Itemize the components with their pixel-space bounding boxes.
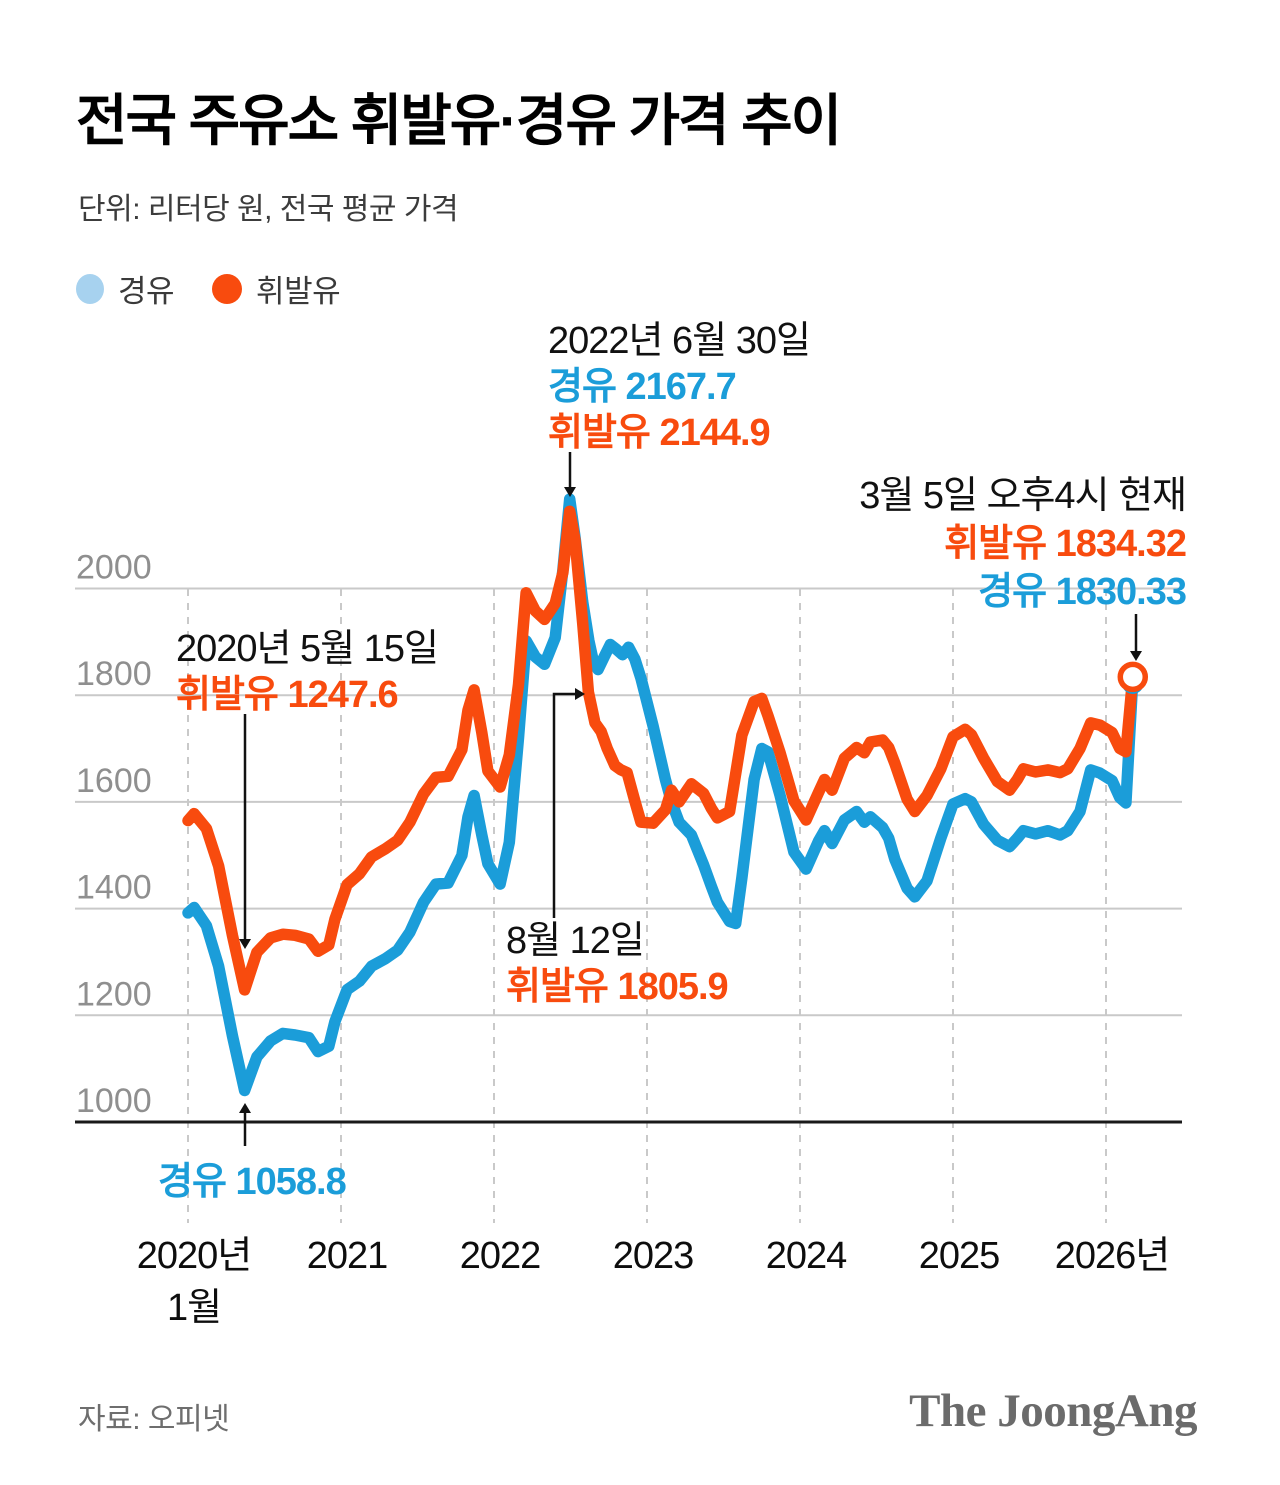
annotation-2022-peak-diesel-value: 경유 2167.7 — [548, 366, 737, 408]
y-axis-label: 1200 — [76, 975, 152, 1013]
source-credit: 자료: 오피넷 — [78, 1403, 230, 1436]
diesel-legend-label: 경유 — [118, 274, 175, 309]
annotation-current-gasoline-value: 휘발유 1834.32 — [944, 523, 1187, 565]
annotation-current-date: 3월 5일 오후4시 현재 — [859, 475, 1187, 517]
x-axis-label: 2025 — [919, 1235, 1000, 1277]
arrow-aug12 — [552, 692, 575, 918]
annotation-diesel-low-value: 경유 1058.8 — [158, 1161, 347, 1203]
annotation-current-price: 3월 5일 오후4시 현재 휘발유 1834.32 경유 1830.33 — [859, 472, 1187, 616]
gasoline-legend-dot-icon — [212, 273, 243, 304]
annotation-2022-peak: 2022년 6월 30일 경유 2167.7 휘발유 2144.9 — [548, 318, 811, 456]
y-axis-label: 1800 — [76, 655, 152, 693]
chart-unit-note: 단위: 리터당 원, 전국 평균 가격 — [78, 193, 459, 226]
arrowhead-icon — [575, 688, 585, 700]
chart-legend: 경유 휘발유 — [76, 266, 341, 311]
x-axis-label: 2024 — [766, 1235, 847, 1277]
gasoline-price-line — [182, 505, 1139, 996]
y-axis-label: 1400 — [76, 869, 152, 907]
joongang-logo: The JoongAng — [909, 1385, 1197, 1437]
annotation-aug12-date: 8월 12일 — [506, 920, 645, 962]
x-axis-label: 2022 — [460, 1235, 541, 1277]
gasoline-legend-label: 휘발유 — [256, 274, 341, 309]
annotation-aug12-gasoline-value: 휘발유 1805.9 — [506, 966, 729, 1008]
diesel-legend-dot-icon — [76, 273, 104, 304]
annotation-aug12: 8월 12일 휘발유 1805.9 — [506, 918, 729, 1010]
x-axis-label: 2020년 — [137, 1235, 252, 1277]
y-axis-label: 1000 — [76, 1082, 152, 1120]
x-axis-label: 2021 — [307, 1235, 388, 1277]
x-axis-label: 2026년 — [1055, 1235, 1170, 1277]
annotation-2020-low: 2020년 5월 15일 휘발유 1247.6 — [176, 626, 439, 718]
y-axis-label: 2000 — [76, 549, 152, 587]
annotation-2022-peak-gasoline-value: 휘발유 2144.9 — [548, 412, 771, 454]
diesel-price-line — [182, 493, 1139, 1097]
annotation-2020-low-date: 2020년 5월 15일 — [176, 628, 439, 670]
y-axis-label: 1600 — [76, 762, 152, 800]
arrowhead-icon — [239, 939, 251, 949]
x-axis-sublabel: 1월 — [167, 1287, 221, 1329]
annotation-2020-low-gasoline-value: 휘발유 1247.6 — [176, 674, 399, 716]
page-title: 전국 주유소 휘발유·경유 가격 추이 — [76, 89, 842, 152]
current-price-marker — [1117, 661, 1149, 693]
arrowhead-icon — [564, 487, 576, 497]
annotation-current-diesel-value: 경유 1830.33 — [978, 571, 1187, 613]
x-axis-label: 2023 — [613, 1235, 694, 1277]
arrowhead-icon — [1130, 651, 1142, 661]
arrowhead-icon — [239, 1103, 251, 1113]
annotation-2022-peak-date: 2022년 6월 30일 — [548, 320, 811, 362]
